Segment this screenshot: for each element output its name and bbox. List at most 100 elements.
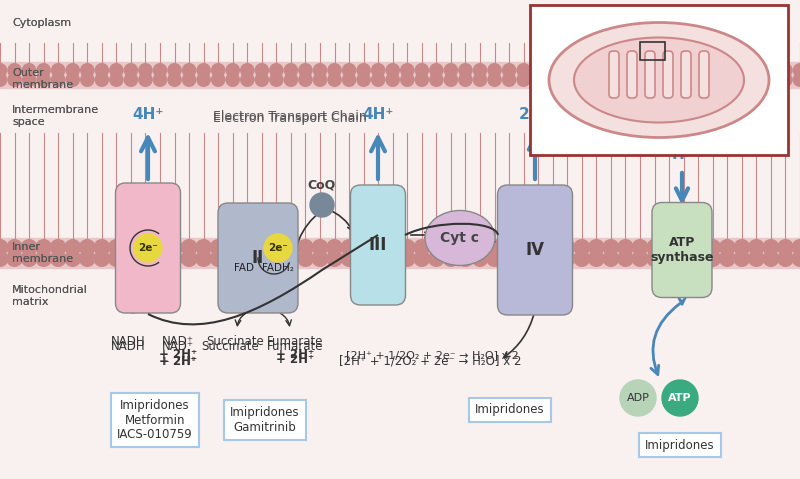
Circle shape [676,63,691,78]
Circle shape [457,250,474,267]
Circle shape [108,239,125,256]
FancyBboxPatch shape [627,51,637,98]
Circle shape [268,239,285,256]
Text: [2H⁺ + 1/2O₂ + 2e⁻ → H₂O] x 2: [2H⁺ + 1/2O₂ + 2e⁻ → H₂O] x 2 [338,355,522,368]
Text: Intermembrane
space: Intermembrane space [12,105,99,126]
Circle shape [371,63,386,78]
Circle shape [764,72,778,87]
Circle shape [617,250,634,267]
Circle shape [444,63,458,78]
Bar [0,238,800,268]
Text: I: I [145,239,151,257]
Circle shape [269,63,284,78]
Circle shape [458,72,473,87]
Circle shape [64,250,81,267]
Circle shape [21,239,38,256]
Text: NAD⁺: NAD⁺ [162,335,194,348]
Circle shape [109,63,124,78]
Circle shape [574,239,590,256]
Circle shape [531,72,546,87]
Text: + 2H⁺: + 2H⁺ [276,348,314,361]
Circle shape [675,239,692,256]
Circle shape [691,72,706,87]
Circle shape [66,72,80,87]
Circle shape [646,250,663,267]
Circle shape [706,63,720,78]
Ellipse shape [574,37,744,123]
Circle shape [195,250,212,267]
FancyBboxPatch shape [609,51,619,98]
Circle shape [544,239,561,256]
Circle shape [122,250,139,267]
Circle shape [574,72,589,87]
Circle shape [342,63,356,78]
Circle shape [226,72,240,87]
Circle shape [51,72,66,87]
Circle shape [239,239,256,256]
Circle shape [224,239,241,256]
Text: Cytoplasm: Cytoplasm [12,18,71,28]
Circle shape [706,72,720,87]
Circle shape [134,234,162,262]
Circle shape [749,63,764,78]
Circle shape [646,239,663,256]
Circle shape [166,250,183,267]
Circle shape [632,250,648,267]
Circle shape [124,63,138,78]
Circle shape [400,72,414,87]
FancyBboxPatch shape [350,185,406,305]
Circle shape [313,72,327,87]
Circle shape [51,63,66,78]
Circle shape [429,72,444,87]
Circle shape [269,72,284,87]
Circle shape [124,72,138,87]
Circle shape [326,239,343,256]
Text: 2e⁻: 2e⁻ [138,243,158,253]
Text: 4H⁺: 4H⁺ [362,107,394,122]
Ellipse shape [425,210,495,265]
Text: Fumarate: Fumarate [266,335,323,348]
Circle shape [79,250,96,267]
Circle shape [473,63,487,78]
Text: ATP: ATP [668,393,692,403]
Circle shape [341,239,358,256]
Circle shape [777,250,794,267]
Text: CoQ: CoQ [308,179,336,192]
Circle shape [355,250,372,267]
Circle shape [704,239,721,256]
Text: [2H⁺ + 1/2O₂ + 2e⁻ → H₂O] x 2: [2H⁺ + 1/2O₂ + 2e⁻ → H₂O] x 2 [346,350,518,360]
Circle shape [764,63,778,78]
Circle shape [264,234,292,262]
Circle shape [458,63,473,78]
Text: 2H⁺: 2H⁺ [519,107,550,122]
Text: Outer
membrane: Outer membrane [12,68,73,90]
Bar [676,208,688,238]
Circle shape [108,250,125,267]
Circle shape [254,63,269,78]
Circle shape [109,72,124,87]
Circle shape [137,250,154,267]
Circle shape [560,72,574,87]
Text: NADH: NADH [110,335,146,348]
Text: Inner
membrane: Inner membrane [12,242,73,263]
Circle shape [254,72,269,87]
Circle shape [414,72,429,87]
Text: Inner
membrane: Inner membrane [12,242,73,263]
Ellipse shape [549,23,769,137]
Text: 2e⁻: 2e⁻ [268,243,288,253]
Circle shape [80,72,94,87]
Circle shape [734,239,750,256]
Text: ATP
synthase: ATP synthase [650,236,714,264]
Circle shape [370,250,386,267]
Circle shape [414,250,430,267]
Circle shape [428,239,445,256]
Circle shape [544,250,561,267]
Circle shape [152,239,169,256]
Text: Imipridones
Metformin
IACS-010759: Imipridones Metformin IACS-010759 [117,399,193,442]
Circle shape [7,63,22,78]
Circle shape [444,72,458,87]
Circle shape [50,250,66,267]
Circle shape [297,239,314,256]
Circle shape [94,239,110,256]
Circle shape [195,239,212,256]
